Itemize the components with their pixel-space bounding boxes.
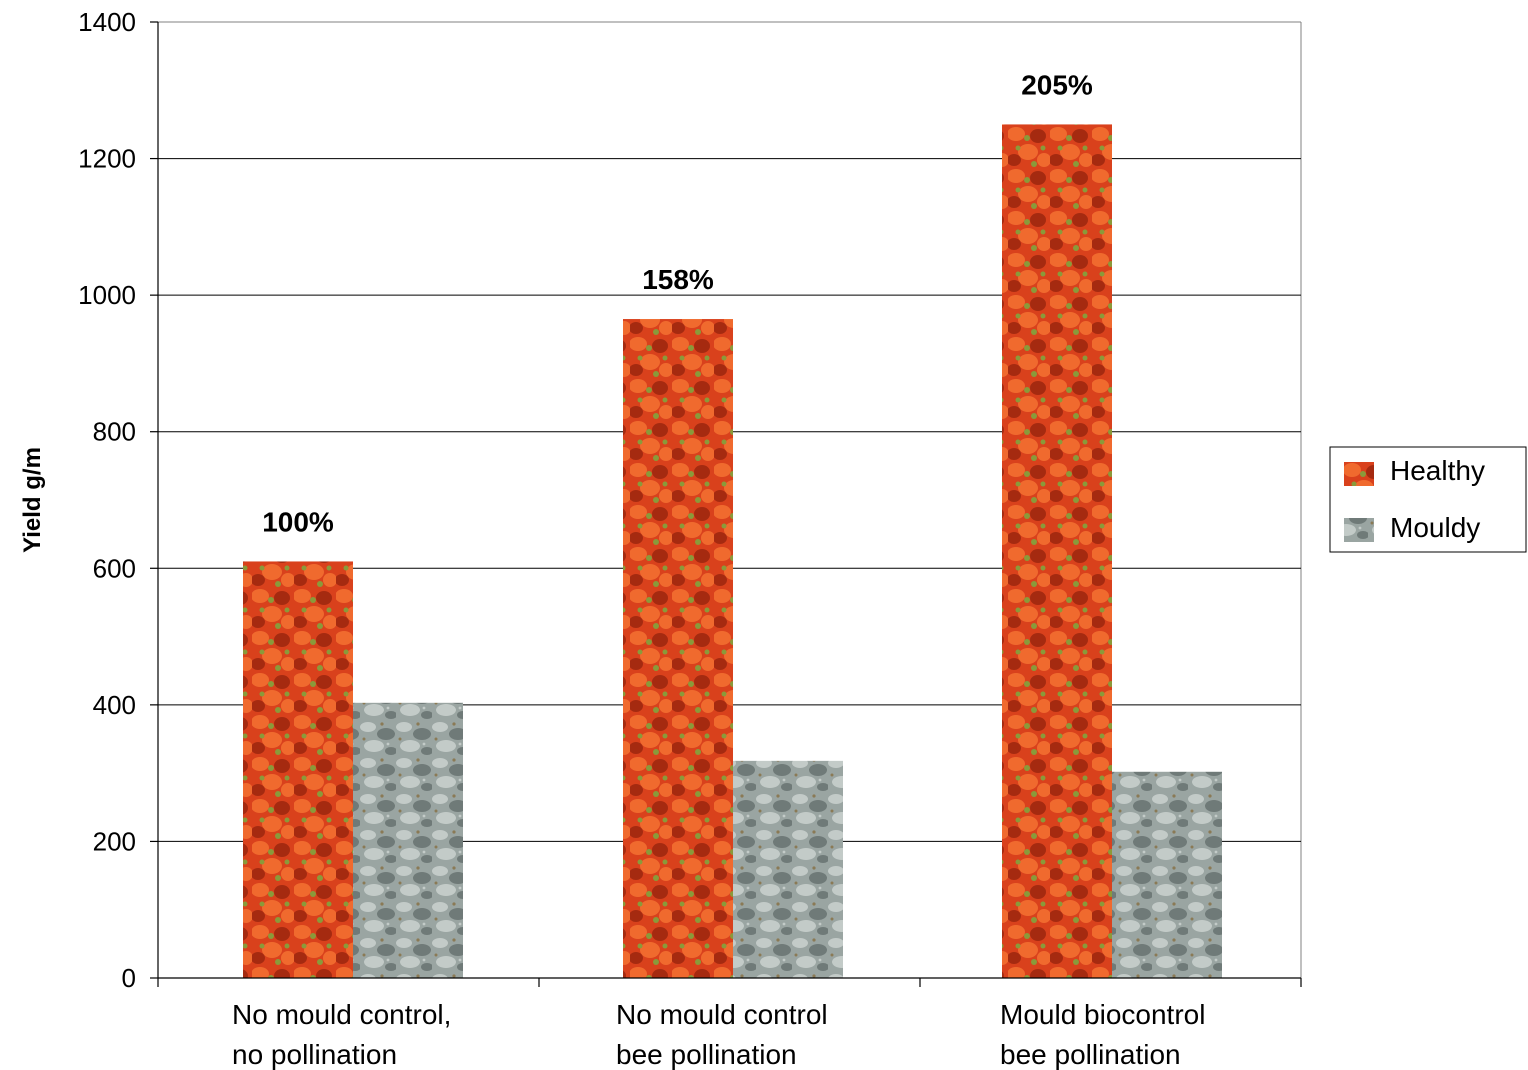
bar-healthy-3 <box>1002 124 1112 978</box>
bar-mouldy-1 <box>353 702 463 978</box>
y-tick-label: 1400 <box>78 7 136 37</box>
legend-swatch-mouldy <box>1344 518 1374 542</box>
legend-swatch-healthy <box>1344 462 1374 486</box>
y-tick-label: 400 <box>93 690 136 720</box>
legend-label-mouldy: Mouldy <box>1390 512 1480 543</box>
bars <box>243 124 1222 978</box>
y-tick-label: 200 <box>93 826 136 856</box>
data-label: 158% <box>642 264 714 295</box>
y-axis: 0 200 400 600 800 1000 1200 1400 <box>78 7 159 993</box>
plot-area <box>158 21 1302 978</box>
y-tick-label: 600 <box>93 553 136 583</box>
bar-mouldy-2 <box>733 760 843 978</box>
bar-healthy-1 <box>243 561 353 978</box>
data-labels: 100% 158% 205% <box>262 69 1093 537</box>
y-axis-title: Yield g/m <box>19 447 46 553</box>
y-tick-label: 1200 <box>78 144 136 174</box>
y-tick-label: 800 <box>93 417 136 447</box>
x-category-label: No mould control bee pollination <box>616 999 828 1070</box>
data-label: 100% <box>262 506 334 537</box>
x-axis: No mould control, no pollination No mould … <box>157 977 1302 1070</box>
legend: Healthy Mouldy <box>1329 446 1527 553</box>
bar-mouldy-3 <box>1112 771 1222 978</box>
x-category-label: No mould control, no pollination <box>232 999 451 1070</box>
legend-label-healthy: Healthy <box>1390 455 1485 486</box>
y-tick-label: 1000 <box>78 280 136 310</box>
data-label: 205% <box>1021 69 1093 100</box>
bar-healthy-2 <box>623 319 733 978</box>
x-category-label: Mould biocontrol bee pollination <box>1000 999 1205 1070</box>
y-tick-label: 0 <box>122 963 136 993</box>
